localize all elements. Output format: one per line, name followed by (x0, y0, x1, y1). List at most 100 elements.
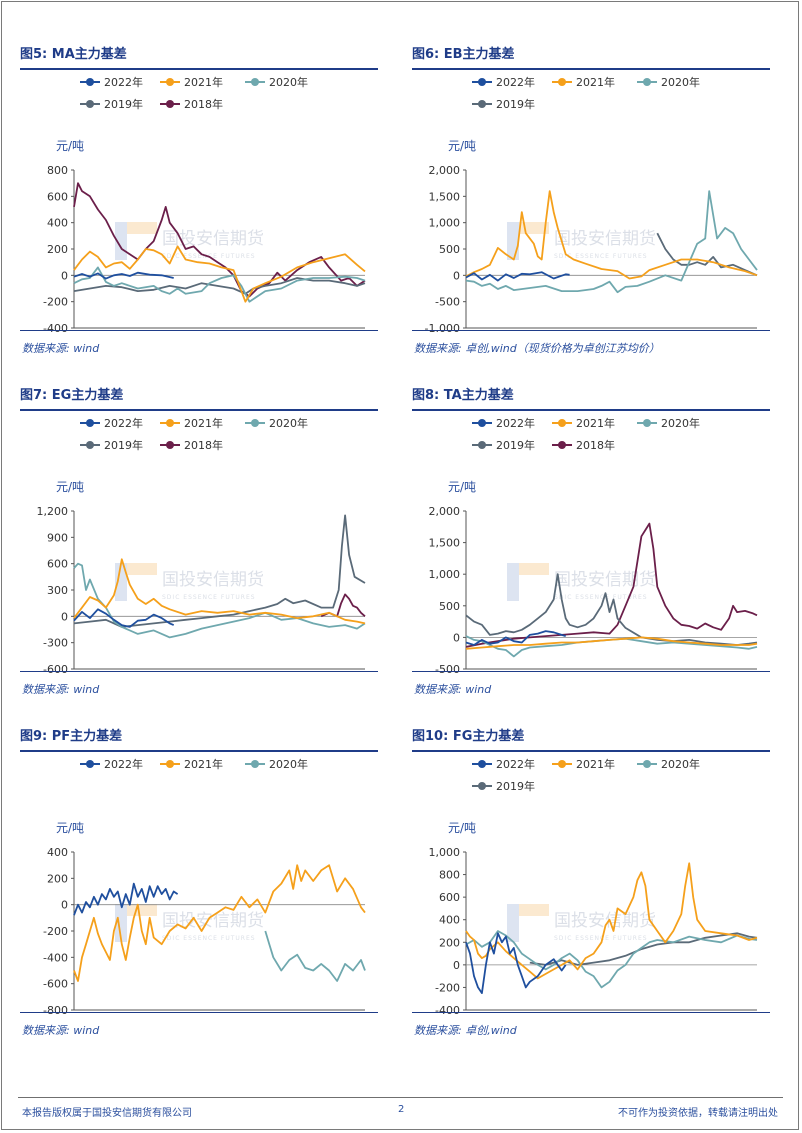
legend-marker (251, 78, 259, 86)
watermark-text: 国投安信期货 (554, 911, 656, 931)
watermark-logo-icon (507, 904, 519, 942)
y-tick-label: -600 (43, 978, 68, 991)
y-tick-label: 200 (47, 872, 68, 885)
legend-label: 2021年 (576, 75, 615, 89)
series-line-2019 (656, 232, 758, 277)
legend-label: 2018年 (184, 438, 223, 452)
legend-marker (478, 760, 486, 768)
y-tick-label: -500 (435, 663, 460, 673)
series-line-2021 (465, 862, 758, 980)
y-tick-label: -400 (43, 322, 68, 332)
series-line-2018 (73, 182, 366, 298)
legend-marker (478, 78, 486, 86)
watermark-subtext: SDIC ESSENCE FUTURES (162, 594, 256, 601)
y-tick-label: 600 (47, 558, 68, 571)
chart-area: 国投安信期货 SDIC ESSENCE FUTURES 2022年 2021年 2020… (20, 413, 378, 686)
y-tick-label: 0 (61, 610, 68, 623)
panel-title: 图5: MA主力基差 (20, 46, 378, 70)
y-tick-label: 900 (47, 531, 68, 544)
chart-area: 国投安信期货 SDIC ESSENCE FUTURES 2022年 2021年 2020… (412, 72, 770, 345)
legend-label: 2019年 (496, 779, 535, 793)
panel-divider (20, 330, 378, 331)
panel-title: 图10: FG主力基差 (412, 728, 770, 752)
series-line-2021 (73, 245, 366, 303)
y-tick-label: 200 (47, 243, 68, 256)
watermark-subtext: SDIC ESSENCE FUTURES (554, 594, 648, 601)
legend-label: 2018年 (576, 438, 615, 452)
series-line-2022 (73, 608, 175, 628)
watermark-logo-icon (519, 904, 549, 916)
y-tick-label: -400 (43, 951, 68, 964)
legend-label: 2019年 (104, 438, 143, 452)
watermark-text: 国投安信期货 (162, 570, 264, 590)
watermark-subtext: SDIC ESSENCE FUTURES (162, 935, 256, 942)
panel-title: 图8: TA主力基差 (412, 387, 770, 411)
panel-title: 图7: EG主力基差 (20, 387, 378, 411)
legend-marker (558, 760, 566, 768)
y-tick-label: 600 (439, 891, 460, 904)
watermark-logo-icon (127, 563, 157, 575)
y-tick-label: -1,000 (425, 322, 460, 332)
footer-copyright: 本报告版权属于国投安信期货有限公司 (22, 1108, 192, 1119)
y-unit-label: 元/吨 (56, 821, 84, 835)
legend-label: 2021年 (184, 75, 223, 89)
watermark-subtext: SDIC ESSENCE FUTURES (554, 253, 648, 260)
y-tick-label: 200 (439, 936, 460, 949)
y-tick-label: 400 (47, 217, 68, 230)
y-tick-label: 2,000 (429, 164, 461, 177)
legend-label: 2021年 (184, 757, 223, 771)
chart-area: 国投安信期货 SDIC ESSENCE FUTURES 2022年 2021年 2020… (20, 72, 378, 345)
series-line-2019 (73, 277, 366, 295)
watermark-logo-icon (127, 904, 157, 916)
series-line-2020 (465, 190, 758, 294)
y-unit-label: 元/吨 (448, 480, 476, 494)
legend-label: 2021年 (184, 416, 223, 430)
series-line-2021 (465, 190, 758, 280)
watermark-logo-icon (507, 222, 519, 260)
y-tick-label: 1,200 (37, 505, 69, 518)
panel-divider (412, 671, 770, 672)
legend-marker (643, 78, 651, 86)
panel-eb: 图6: EB主力基差 国投安信期货 SDIC ESSENCE FUTURES 202… (412, 46, 770, 358)
y-tick-label: 800 (47, 164, 68, 177)
source-note: 数据来源: 卓创,wind (414, 1024, 517, 1037)
y-tick-label: 0 (61, 269, 68, 282)
legend-marker (86, 419, 94, 427)
watermark-logo-icon (519, 222, 549, 234)
y-unit-label: 元/吨 (448, 821, 476, 835)
watermark-text: 国投安信期货 (162, 911, 264, 931)
panel-ma: 图5: MA主力基差 国投安信期货 SDIC ESSENCE FUTURES 202… (20, 46, 378, 358)
watermark-text: 国投安信期货 (162, 229, 264, 249)
watermark-subtext: SDIC ESSENCE FUTURES (554, 935, 648, 942)
y-tick-label: 500 (439, 243, 460, 256)
y-tick-label: -200 (43, 925, 68, 938)
panel-divider (412, 1012, 770, 1013)
y-tick-label: 0 (453, 269, 460, 282)
watermark-logo-icon (507, 563, 519, 601)
legend-marker (86, 78, 94, 86)
chart-area: 国投安信期货 SDIC ESSENCE FUTURES 2022年 2021年 2020… (20, 754, 378, 1027)
y-tick-label: -800 (43, 1004, 68, 1014)
y-tick-label: 600 (47, 190, 68, 203)
series-line-2019 (465, 573, 758, 646)
series-line-2020 (264, 930, 366, 982)
panel-divider (20, 671, 378, 672)
y-tick-label: 300 (47, 584, 68, 597)
legend-label: 2019年 (496, 438, 535, 452)
legend-label: 2020年 (269, 75, 308, 89)
legend-label: 2022年 (104, 416, 143, 430)
legend-label: 2022年 (104, 757, 143, 771)
legend-marker (166, 419, 174, 427)
y-tick-label: -200 (43, 296, 68, 309)
legend-marker (478, 100, 486, 108)
watermark: 国投安信期货 SDIC ESSENCE FUTURES (115, 563, 264, 601)
source-note: 数据来源: wind (22, 342, 100, 355)
legend-label: 2021年 (576, 416, 615, 430)
legend-marker (86, 100, 94, 108)
y-tick-label: 0 (453, 631, 460, 644)
